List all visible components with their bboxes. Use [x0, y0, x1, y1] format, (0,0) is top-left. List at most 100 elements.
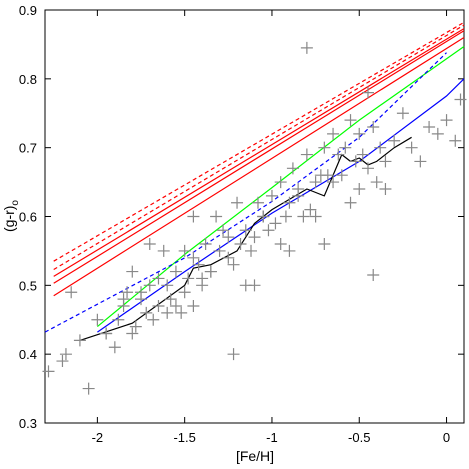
series-line [53, 30, 465, 284]
data-point [431, 127, 444, 140]
data-point [169, 299, 182, 312]
data-point [257, 210, 270, 223]
data-point [152, 272, 165, 285]
data-point [192, 258, 205, 271]
data-point [65, 286, 78, 299]
data-point [245, 244, 258, 257]
data-point [361, 162, 374, 175]
y-tick-label: 0.4 [19, 347, 37, 362]
y-axis-label: (g-r)o [1, 200, 21, 232]
data-point [157, 244, 170, 257]
data-point [231, 196, 244, 209]
data-point [199, 238, 212, 251]
data-point [213, 244, 226, 257]
data-point [283, 196, 296, 209]
data-point [140, 306, 153, 319]
data-point [423, 121, 436, 134]
data-point [367, 269, 380, 282]
data-point [169, 265, 182, 278]
data-point [388, 134, 401, 147]
x-tick-label: -1 [266, 430, 278, 445]
data-point [108, 341, 121, 354]
data-point [327, 127, 340, 140]
data-point [349, 155, 362, 168]
data-point [274, 238, 287, 251]
data-point [100, 327, 113, 340]
data-point [309, 210, 322, 223]
data-point [396, 107, 409, 120]
data-point [339, 141, 352, 154]
data-point [73, 334, 86, 347]
data-point [332, 148, 345, 161]
data-point [286, 162, 299, 175]
data-point [344, 114, 357, 127]
data-point [248, 279, 261, 292]
y-axis-label-sub: o [10, 200, 21, 206]
data-point [318, 238, 331, 251]
data-point [379, 182, 392, 195]
data-point [121, 286, 134, 299]
data-point [234, 238, 247, 251]
y-tick-label: 0.3 [19, 416, 37, 431]
data-point [135, 286, 148, 299]
x-tick-label: 0 [443, 430, 450, 445]
series-line [53, 36, 465, 297]
data-point [210, 210, 223, 223]
y-tick-label: 0.7 [19, 141, 37, 156]
data-point [56, 355, 69, 368]
data-point [222, 251, 235, 264]
data-point [178, 244, 191, 257]
data-point [353, 182, 366, 195]
data-point [292, 189, 305, 202]
x-tick-label: -0.5 [348, 430, 370, 445]
data-point [327, 176, 340, 189]
data-point [283, 244, 296, 257]
data-point [274, 176, 287, 189]
points-layer [42, 41, 467, 395]
data-point [217, 224, 230, 237]
series-line [53, 24, 465, 271]
data-point [318, 141, 331, 154]
data-point [353, 127, 366, 140]
data-point [262, 224, 275, 237]
data-point [361, 86, 374, 99]
x-tick-label: -1.5 [173, 430, 195, 445]
data-point [129, 320, 142, 333]
series-line [53, 21, 465, 262]
x-tick-label: -2 [92, 430, 104, 445]
data-point [126, 327, 139, 340]
data-point [304, 203, 317, 216]
data-point [187, 299, 200, 312]
data-point [227, 258, 240, 271]
data-point [187, 251, 200, 264]
data-point [335, 169, 348, 182]
data-point [379, 155, 392, 168]
data-point [344, 196, 357, 209]
data-point [374, 141, 387, 154]
y-axis-label-main: (g-r) [1, 206, 17, 232]
data-point [178, 286, 191, 299]
data-point [297, 210, 310, 223]
data-point [152, 299, 165, 312]
y-tick-label: 0.5 [19, 278, 37, 293]
data-point [175, 306, 188, 319]
data-point [239, 224, 252, 237]
data-point [269, 217, 282, 230]
data-point [251, 196, 264, 209]
data-point [405, 141, 418, 154]
data-point [161, 306, 174, 319]
data-point [279, 210, 292, 223]
data-point [59, 348, 72, 361]
data-point [367, 121, 380, 134]
data-point [143, 279, 156, 292]
series-line [97, 78, 465, 333]
data-point [161, 279, 174, 292]
y-tick-label: 0.8 [19, 72, 37, 87]
data-point [126, 265, 139, 278]
data-point [91, 313, 104, 326]
series-layer [44, 21, 465, 341]
plot-frame [44, 9, 465, 424]
data-point [196, 272, 209, 285]
data-point [309, 176, 322, 189]
